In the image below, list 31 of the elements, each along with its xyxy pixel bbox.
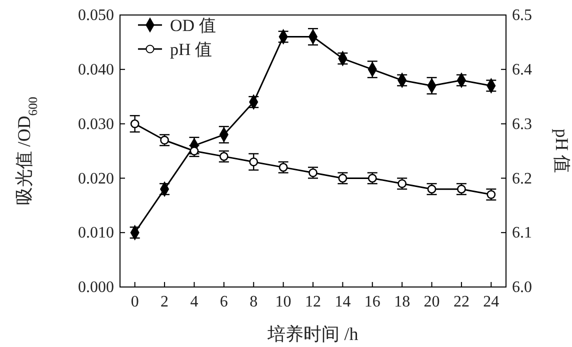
x-tick-label: 10 bbox=[275, 293, 292, 310]
x-tick-label: 8 bbox=[250, 293, 258, 310]
y-tick-label: 0.050 bbox=[78, 7, 114, 24]
y-tick-label: 0.020 bbox=[78, 170, 114, 188]
x-tick-label: 18 bbox=[394, 293, 410, 310]
x-tick-label: 6 bbox=[220, 293, 228, 310]
x-tick-label: 20 bbox=[424, 293, 440, 310]
y2-tick-label: 6.4 bbox=[512, 62, 532, 79]
x-tick-label: 2 bbox=[160, 293, 169, 310]
x-tick-label: 14 bbox=[334, 293, 351, 310]
x-tick-label: 12 bbox=[305, 293, 321, 310]
y2-tick-label: 6.0 bbox=[512, 279, 532, 296]
y-tick-label: 0.010 bbox=[78, 224, 114, 242]
x-tick-label: 24 bbox=[483, 293, 500, 310]
x-tick-label: 0 bbox=[130, 293, 139, 310]
point bbox=[130, 119, 140, 128]
x-tick-label: 16 bbox=[364, 293, 380, 310]
x-tick-label: 22 bbox=[453, 293, 470, 310]
y-tick-label: 0.040 bbox=[78, 62, 114, 79]
y2-tick-label: 6.2 bbox=[512, 170, 532, 188]
y-tick-label: 0.030 bbox=[78, 116, 114, 133]
y2-axis-title: pH 值 bbox=[552, 128, 572, 174]
x-tick-label: 4 bbox=[190, 293, 198, 310]
legend-label: OD 值 bbox=[170, 16, 216, 35]
y2-tick-label: 6.3 bbox=[512, 116, 532, 133]
y2-tick-label: 6.1 bbox=[512, 224, 532, 242]
point bbox=[249, 157, 258, 166]
y2-tick-label: 6.5 bbox=[512, 7, 532, 24]
x-axis-title: 培养时间 /h bbox=[266, 324, 358, 344]
legend-label: pH 值 bbox=[170, 40, 212, 59]
y-tick-label: 0.000 bbox=[78, 279, 114, 296]
